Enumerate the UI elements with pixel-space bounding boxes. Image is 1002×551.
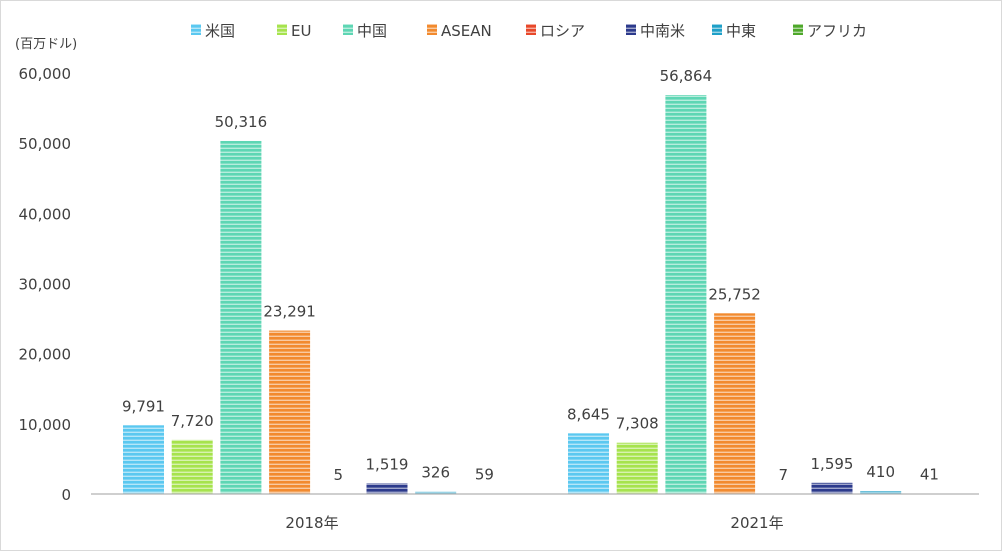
bar: [171, 439, 213, 494]
legend-swatch: [793, 24, 803, 35]
bar: [616, 442, 658, 494]
data-label: 56,864: [660, 67, 713, 85]
legend-label: アフリカ: [807, 22, 867, 40]
data-label: 7,308: [616, 415, 659, 433]
legend-swatch: [427, 24, 437, 35]
data-label: 1,595: [811, 455, 854, 473]
bar: [665, 95, 707, 494]
x-axis-ticks: 2018年 2021年: [285, 514, 783, 532]
legend-label: 中南米: [640, 22, 685, 40]
data-label: 25,752: [708, 285, 761, 303]
bar: [220, 140, 262, 494]
legend-label: EU: [291, 22, 311, 40]
bar: [860, 491, 902, 494]
bar: [123, 425, 164, 494]
data-label: 1,519: [366, 455, 409, 473]
data-label: 23,291: [263, 303, 316, 321]
y-tick-label: 60,000: [19, 65, 72, 83]
value-labels: 9,791 7,720 50,316 23,291 5 1,519 326 59 8,645 7,…: [122, 67, 939, 484]
data-label: 5: [334, 466, 344, 484]
bar: [415, 491, 457, 494]
legend: 米国 EU 中国 ASEAN ロシア 中南米 中東 アフリカ: [191, 22, 867, 40]
data-label: 326: [421, 464, 450, 482]
legend-swatch: [626, 24, 636, 35]
y-tick-label: 20,000: [19, 346, 72, 364]
legend-label: 米国: [205, 22, 235, 40]
bar: [366, 483, 408, 494]
data-label: 8,645: [567, 405, 610, 423]
legend-swatch: [526, 24, 536, 35]
bars: [123, 95, 950, 494]
legend-label: ASEAN: [441, 22, 492, 40]
x-tick-label: 2018年: [285, 514, 338, 532]
data-label: 50,316: [215, 113, 268, 131]
legend-label: 中東: [726, 22, 756, 40]
x-tick-label: 2021年: [730, 514, 783, 532]
legend-label: ロシア: [540, 22, 585, 40]
data-label: 7: [779, 466, 789, 484]
data-label: 41: [920, 466, 939, 484]
bar: [811, 482, 853, 494]
legend-swatch: [712, 24, 722, 35]
bar: [568, 433, 609, 494]
legend-swatch: [191, 24, 201, 35]
data-label: 9,791: [122, 397, 165, 415]
legend-label: 中国: [357, 22, 387, 40]
y-tick-label: 40,000: [19, 205, 72, 223]
y-axis-unit-label: (百万ドル): [15, 37, 77, 52]
y-axis-ticks: 0 10,000 20,000 30,000 40,000 50,000 60,000: [19, 65, 72, 504]
y-tick-label: 30,000: [19, 276, 72, 294]
legend-swatch: [277, 24, 287, 35]
legend-swatch: [343, 24, 353, 35]
y-tick-label: 0: [61, 486, 71, 504]
y-tick-label: 10,000: [19, 416, 72, 434]
data-label: 410: [866, 463, 895, 481]
y-tick-label: 50,000: [19, 135, 72, 153]
data-label: 7,720: [171, 412, 214, 430]
bar: [269, 330, 311, 494]
data-label: 59: [475, 466, 494, 484]
bar: [714, 313, 756, 494]
